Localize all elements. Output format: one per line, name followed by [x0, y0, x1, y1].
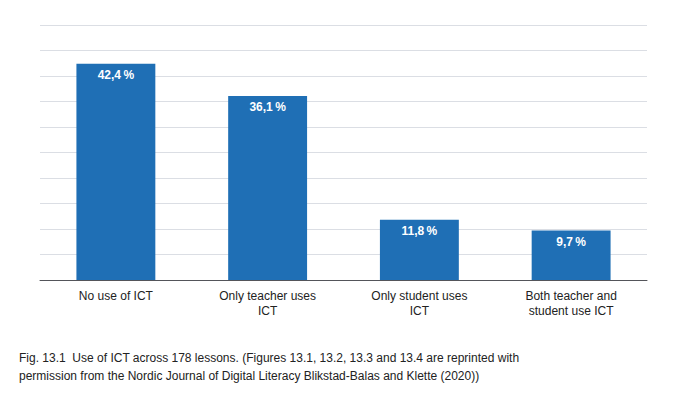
- svg-text:9,7 %: 9,7 %: [556, 235, 586, 249]
- svg-text:No use of ICT: No use of ICT: [79, 289, 154, 303]
- svg-text:36,1 %: 36,1 %: [249, 100, 286, 114]
- svg-text:11,8 %: 11,8 %: [401, 224, 437, 238]
- svg-text:42,4 %: 42,4 %: [98, 68, 135, 82]
- svg-text:Both teacher and: Both teacher and: [525, 289, 616, 303]
- svg-text:Only student uses: Only student uses: [371, 289, 467, 303]
- svg-text:Fig. 13.1 Use of ICT across 1: Fig. 13.1 Use of ICT across 178 lessons.…: [19, 351, 519, 365]
- svg-text:student use ICT: student use ICT: [529, 304, 614, 318]
- svg-text:Only teacher uses: Only teacher uses: [219, 289, 316, 303]
- svg-text:ICT: ICT: [258, 304, 278, 318]
- svg-text:permission from the Nordic Jou: permission from the Nordic Journal of Di…: [19, 369, 479, 383]
- svg-text:ICT: ICT: [410, 304, 430, 318]
